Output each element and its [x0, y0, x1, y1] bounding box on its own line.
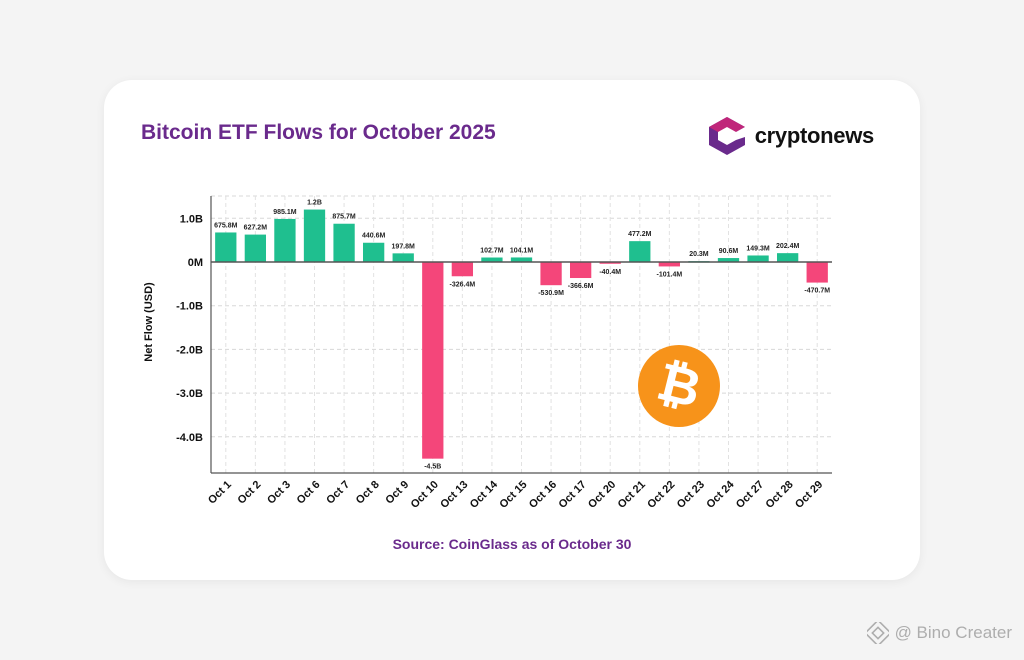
- data-label: 1.2B: [307, 200, 322, 207]
- x-tick-label: Oct 6: [295, 479, 323, 507]
- binance-logo-icon: [866, 622, 889, 644]
- x-tick-label: Oct 9: [383, 479, 411, 507]
- data-label: -40.4M: [599, 269, 621, 276]
- data-label: -326.4M: [450, 281, 476, 288]
- bar-oct-1: [215, 232, 237, 262]
- bar-oct-28: [776, 253, 799, 262]
- x-tick-label: Oct 10: [409, 479, 441, 511]
- x-tick-label: Oct 8: [354, 479, 382, 507]
- x-tick-label: Oct 24: [704, 478, 737, 511]
- bar-oct-3: [274, 218, 296, 262]
- data-label: 675.8M: [214, 222, 238, 229]
- watermark: @ Bino Creater: [866, 622, 1012, 644]
- watermark-text: @ Bino Creater: [894, 623, 1012, 642]
- data-label: -470.7M: [804, 288, 830, 295]
- x-tick-label: Oct 7: [324, 479, 352, 507]
- bar-oct-2: [244, 234, 267, 262]
- bar-oct-7: [333, 223, 355, 262]
- data-label: 102.7M: [480, 248, 504, 255]
- x-tick-label: Oct 21: [616, 479, 648, 511]
- x-tick-label: Oct 15: [497, 479, 529, 511]
- bar-oct-20: [599, 262, 621, 264]
- y-tick-label: 0M: [188, 257, 203, 269]
- chart-title: Bitcoin ETF Flows for October 2025: [141, 121, 496, 144]
- grid-lines: [211, 195, 832, 473]
- data-label: -4.5B: [424, 464, 441, 471]
- bar-oct-8: [362, 242, 385, 262]
- x-tick-label: Oct 13: [438, 479, 470, 511]
- cryptonews-logo-icon: [708, 117, 745, 155]
- bar-oct-15: [510, 257, 533, 262]
- y-tick-label: -4.0B: [176, 432, 203, 444]
- y-tick-label: 1.0B: [180, 213, 203, 225]
- bitcoin-coin-icon: ₿: [638, 345, 720, 427]
- bar-oct-10: [422, 262, 444, 459]
- x-tick-label: Oct 17: [556, 479, 588, 511]
- data-label: 627.2M: [244, 225, 268, 232]
- bar-oct-6: [303, 209, 326, 262]
- x-tick-label: Oct 22: [645, 479, 677, 511]
- y-tick-label: -3.0B: [176, 388, 203, 400]
- y-tick-label: -2.0B: [176, 344, 203, 356]
- y-axis-title: Net Flow (USD): [143, 282, 155, 362]
- bar-oct-14: [481, 257, 503, 262]
- x-tick-label: Oct 28: [763, 479, 795, 511]
- bar-oct-9: [392, 253, 414, 262]
- bar-oct-17: [569, 262, 592, 279]
- data-label: 985.1M: [273, 209, 297, 216]
- brand-name: cryptonews: [754, 123, 875, 148]
- brand-logo: cryptonews: [707, 114, 874, 158]
- bar-oct-13: [451, 262, 474, 277]
- data-label: -530.9M: [538, 290, 564, 297]
- data-label: 104.1M: [510, 247, 534, 254]
- bar-oct-22: [658, 262, 681, 267]
- x-tick-label: Oct 20: [586, 479, 618, 511]
- data-label: 477.2M: [628, 231, 652, 238]
- data-label: -366.6M: [568, 283, 594, 290]
- x-tick-label: Oct 2: [236, 479, 264, 507]
- data-label: 149.3M: [746, 245, 770, 252]
- bar-oct-24: [717, 258, 740, 262]
- data-label: 202.4M: [776, 243, 800, 250]
- data-label: 20.3M: [689, 251, 709, 258]
- source-note: Source: CoinGlass as of October 30: [392, 536, 632, 552]
- bar-oct-27: [747, 255, 769, 262]
- data-label: 440.6M: [362, 233, 386, 240]
- bar-oct-29: [806, 262, 828, 283]
- x-tick-label: Oct 27: [734, 479, 766, 511]
- bar-oct-16: [540, 262, 562, 286]
- y-tick-label: -1.0B: [176, 301, 203, 313]
- x-tick-label: Oct 14: [468, 478, 501, 511]
- data-labels: 675.8M 627.2M 985.1M 1.2B 875.7M 440.6M 197.8M…: [214, 200, 830, 471]
- x-tick-label: Oct 3: [265, 479, 293, 507]
- chart-card: Bitcoin ETF Flows for October 2025 crypt…: [104, 80, 920, 580]
- data-label: 90.6M: [719, 248, 739, 255]
- data-label: 875.7M: [332, 214, 356, 221]
- x-tick-label: Oct 23: [675, 479, 707, 511]
- data-label: -101.4M: [657, 271, 683, 278]
- bar-oct-21: [629, 241, 651, 262]
- x-tick-label: Oct 29: [793, 479, 825, 511]
- x-tick-label: Oct 1: [206, 479, 234, 507]
- data-label: 197.8M: [392, 243, 416, 250]
- x-tick-label: Oct 16: [527, 479, 559, 511]
